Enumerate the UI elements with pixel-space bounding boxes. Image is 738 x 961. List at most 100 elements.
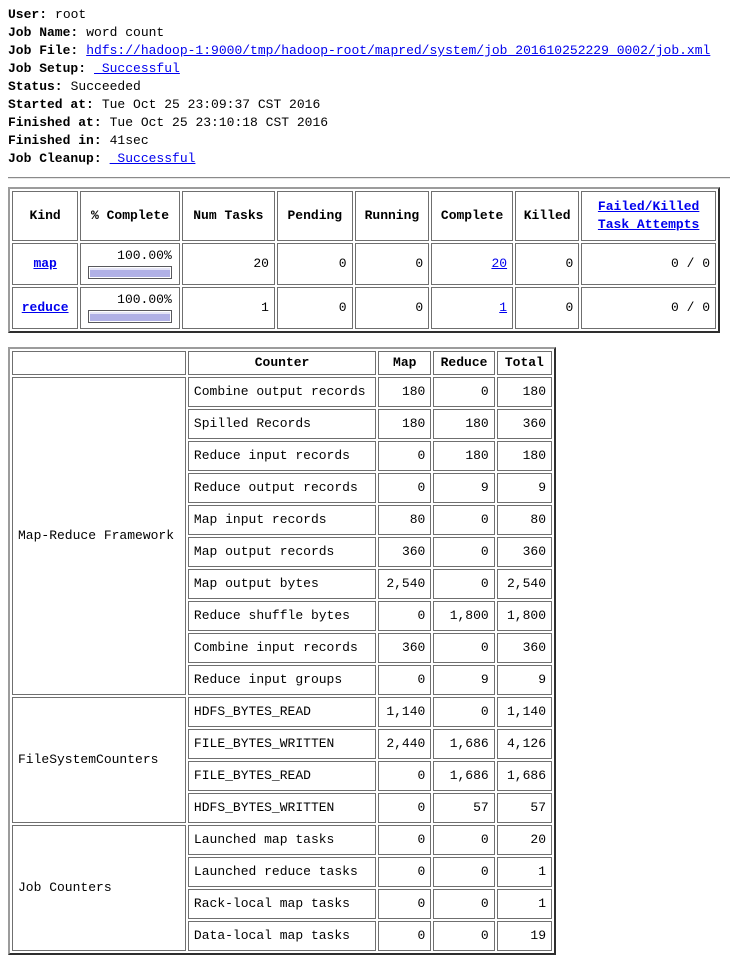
counter-total-value: 9 [496, 473, 552, 503]
counter-reduce-value: 1,686 [433, 761, 495, 791]
counter-reduce-value: 180 [433, 409, 495, 439]
col-header-map: Map [378, 351, 432, 375]
counter-row: Launched reduce tasks 0 0 1 [12, 857, 552, 887]
counter-group-filesystem-counters: FileSystemCounters [12, 697, 186, 823]
counters-table: Counter Map Reduce Total Map-Reduce Fram… [8, 347, 556, 955]
job-file-line: Job File: hdfs://hadoop-1:9000/tmp/hadoop… [8, 42, 730, 60]
job-summary: User: root Job Name: word count Job File: h… [8, 6, 730, 168]
counter-map-value: 0 [378, 857, 432, 887]
reduce-complete-cell: 1 [431, 287, 514, 329]
counter-map-value: 180 [378, 409, 432, 439]
counter-name: Combine input records [187, 633, 377, 663]
counter-map-value: 0 [378, 441, 432, 471]
col-header-reduce: Reduce [433, 351, 495, 375]
counter-name: Data-local map tasks [187, 921, 377, 951]
counter-row: Combine input records 360 0 360 [12, 633, 552, 663]
counter-name: Combine output records [187, 377, 377, 407]
counter-total-value: 180 [496, 377, 552, 407]
map-progress-cell: 100.00% [80, 243, 180, 285]
counter-map-value: 0 [378, 825, 432, 855]
counter-row: Rack-local map tasks 0 0 1 [12, 889, 552, 919]
counter-reduce-value: 1,800 [433, 601, 495, 631]
reduce-running: 0 [354, 287, 430, 329]
counter-row: FileSystemCounters HDFS_BYTES_READ 1,140… [12, 697, 552, 823]
counter-map-value: 0 [378, 793, 432, 823]
counter-total-value: 180 [496, 441, 552, 471]
map-tasks-link[interactable]: map [33, 256, 57, 271]
counter-row: Data-local map tasks 0 0 19 [12, 921, 552, 951]
map-complete-cell: 20 [431, 243, 514, 285]
counter-name: Rack-local map tasks [187, 889, 377, 919]
kind-cell: map [12, 243, 79, 285]
counter-reduce-value: 1,686 [433, 729, 495, 759]
col-header-counter: Counter [187, 351, 377, 375]
counter-row: Map input records 80 0 80 [12, 505, 552, 535]
map-pending: 0 [276, 243, 353, 285]
counter-map-value: 0 [378, 665, 432, 695]
counter-map-value: 2,440 [378, 729, 432, 759]
counter-name: Map output records [187, 537, 377, 567]
reduce-tasks-link[interactable]: reduce [21, 300, 69, 315]
counter-row: HDFS_BYTES_WRITTEN 0 57 57 [12, 793, 552, 823]
map-progress-fill [90, 268, 170, 277]
reduce-complete-count-link[interactable]: 1 [499, 300, 508, 315]
counter-total-value: 1,140 [496, 697, 552, 727]
counter-name: Reduce input records [187, 441, 377, 471]
reduce-num-tasks: 1 [181, 287, 275, 329]
counter-reduce-value: 180 [433, 441, 495, 471]
started-at-line: Started at: Tue Oct 25 23:09:37 CST 2016 [8, 96, 730, 114]
counter-reduce-value: 0 [433, 569, 495, 599]
counter-map-value: 360 [378, 633, 432, 663]
counter-map-value: 2,540 [378, 569, 432, 599]
counter-total-value: 1,800 [496, 601, 552, 631]
counter-row: Map output bytes 2,540 0 2,540 [12, 569, 552, 599]
counter-name: Map output bytes [187, 569, 377, 599]
job-setup-link[interactable]: Successful [94, 61, 180, 76]
divider [8, 177, 730, 179]
job-cleanup-line: Job Cleanup: Successful [8, 150, 730, 168]
reduce-percent-text: 100.00% [117, 292, 172, 307]
counter-map-value: 360 [378, 537, 432, 567]
counter-total-value: 4,126 [496, 729, 552, 759]
counter-row: Reduce shuffle bytes 0 1,800 1,800 [12, 601, 552, 631]
status-label: Status: [8, 79, 63, 94]
reduce-progress-fill [90, 312, 170, 321]
reduce-task-row: reduce 100.00% 1 0 0 1 0 0 / 0 [12, 287, 716, 329]
counter-row: FILE_BYTES_READ 0 1,686 1,686 [12, 761, 552, 791]
counter-row: Map output records 360 0 360 [12, 537, 552, 567]
col-header-kind: Kind [12, 191, 79, 241]
reduce-failed-killed: 0 / 0 [581, 287, 716, 329]
counter-reduce-value: 0 [433, 825, 495, 855]
job-name-value: word count [86, 25, 165, 40]
tasks-table: Kind % Complete Num Tasks Pending Runnin… [8, 187, 720, 333]
job-setup-label: Job Setup: [8, 61, 87, 76]
finished-at-label: Finished at: [8, 115, 102, 130]
reduce-progress-bar [88, 310, 172, 323]
tasks-header-row: Kind % Complete Num Tasks Pending Runnin… [12, 191, 716, 241]
map-complete-count-link[interactable]: 20 [491, 256, 508, 271]
counter-row: Reduce input records 0 180 180 [12, 441, 552, 471]
kind-cell: reduce [12, 287, 79, 329]
counter-row: FILE_BYTES_WRITTEN 2,440 1,686 4,126 [12, 729, 552, 759]
job-cleanup-label: Job Cleanup: [8, 151, 102, 166]
counter-reduce-value: 9 [433, 473, 495, 503]
counter-total-value: 360 [496, 537, 552, 567]
reduce-progress-cell: 100.00% [80, 287, 180, 329]
counter-row: Spilled Records 180 180 360 [12, 409, 552, 439]
counter-group-job-counters: Job Counters [12, 825, 186, 951]
counter-map-value: 80 [378, 505, 432, 535]
counter-name: Spilled Records [187, 409, 377, 439]
counter-name: FILE_BYTES_WRITTEN [187, 729, 377, 759]
counter-row: Job Counters Launched map tasks 0 0 20 [12, 825, 552, 951]
job-cleanup-link[interactable]: Successful [109, 151, 196, 166]
job-file-link[interactable]: hdfs://hadoop-1:9000/tmp/hadoop-root/map… [86, 43, 711, 58]
map-killed: 0 [515, 243, 580, 285]
counter-total-value: 1 [496, 889, 552, 919]
counter-map-value: 0 [378, 921, 432, 951]
failed-killed-attempts-link[interactable]: Failed/Killed Task Attempts [597, 199, 700, 232]
col-header-num-tasks: Num Tasks [181, 191, 275, 241]
map-percent-text: 100.00% [117, 248, 172, 263]
status-value: Succeeded [70, 79, 141, 94]
reduce-killed: 0 [515, 287, 580, 329]
reduce-pending: 0 [276, 287, 353, 329]
